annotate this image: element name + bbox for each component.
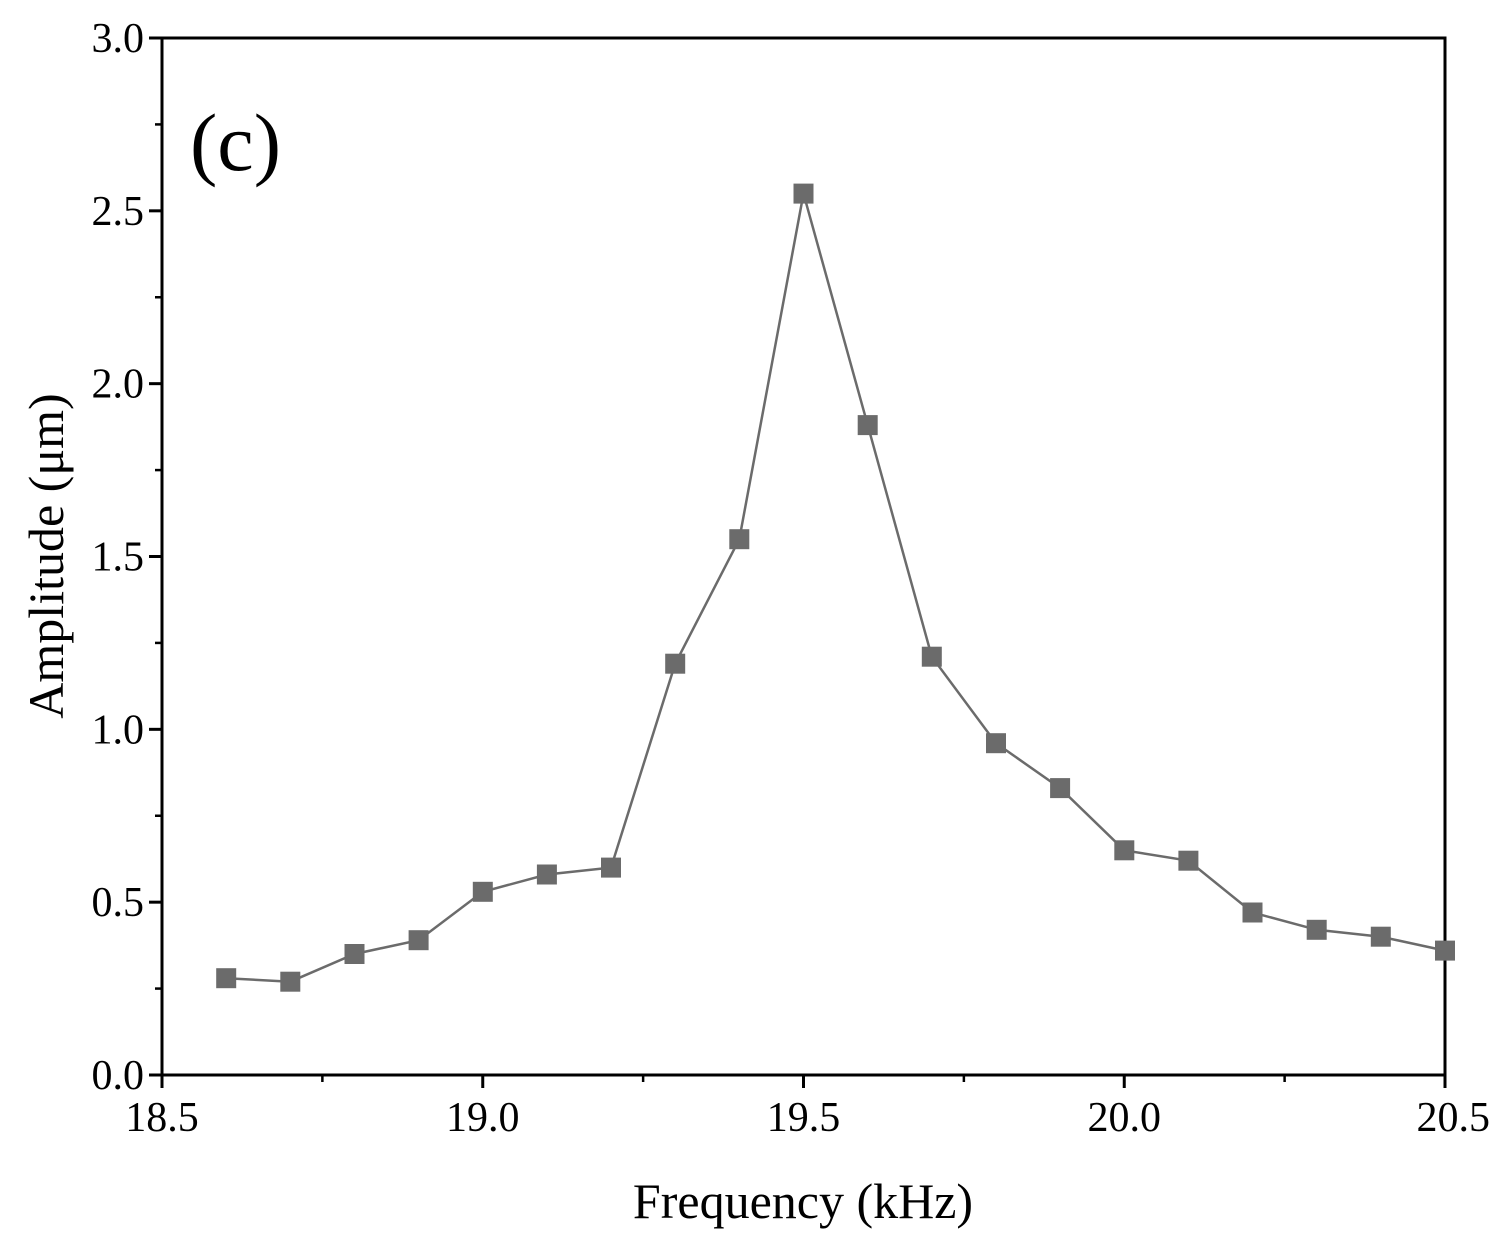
- data-point-marker: [1178, 850, 1199, 871]
- panel-label: (c): [190, 97, 281, 188]
- data-point-marker: [408, 930, 429, 951]
- y-tick-label: 2.0: [92, 362, 145, 408]
- x-tick-label: 19.0: [446, 1095, 520, 1141]
- y-tick-label: 3.0: [92, 16, 145, 62]
- data-point-marker: [1050, 778, 1071, 799]
- x-tick-label: 20.0: [1088, 1095, 1162, 1141]
- data-point-marker: [857, 415, 878, 436]
- data-point-marker: [216, 968, 237, 989]
- data-point-marker: [1242, 902, 1263, 923]
- y-tick-label: 0.5: [92, 880, 145, 926]
- data-point-marker: [665, 653, 686, 674]
- data-point-marker: [921, 646, 942, 667]
- data-point-marker: [729, 529, 750, 550]
- y-tick-label: 1.5: [92, 535, 145, 581]
- x-tick-label: 20.5: [1417, 1095, 1491, 1141]
- series-line: [226, 193, 1446, 983]
- data-point-marker: [1114, 840, 1135, 861]
- data-point-marker: [1435, 940, 1455, 961]
- x-tick-label: 18.5: [125, 1095, 199, 1141]
- y-tick-label: 2.5: [92, 189, 145, 235]
- y-tick-label: 0.0: [92, 1053, 145, 1099]
- data-point-marker: [601, 857, 621, 878]
- y-tick-label: 1.0: [92, 707, 145, 753]
- x-tick-label: 19.5: [767, 1095, 841, 1141]
- data-point-marker: [1370, 926, 1391, 947]
- y-axis-title: Amplitude (μm): [18, 393, 74, 718]
- data-point-marker: [1306, 919, 1327, 940]
- data-point-marker: [536, 864, 557, 885]
- data-point-marker: [280, 971, 301, 992]
- axis-ticks: 18.5 19.0 19.5 20.0 20.5 0.0 0.5 1.0 1.5 2.0 2.5 3.…: [92, 16, 1491, 1141]
- x-axis-title: Frequency (kHz): [633, 1173, 973, 1229]
- data-point-marker: [793, 183, 814, 204]
- data-point-marker: [986, 733, 1006, 754]
- data-point-marker: [344, 944, 365, 964]
- data-series: [216, 183, 1455, 992]
- data-point-marker: [472, 881, 493, 902]
